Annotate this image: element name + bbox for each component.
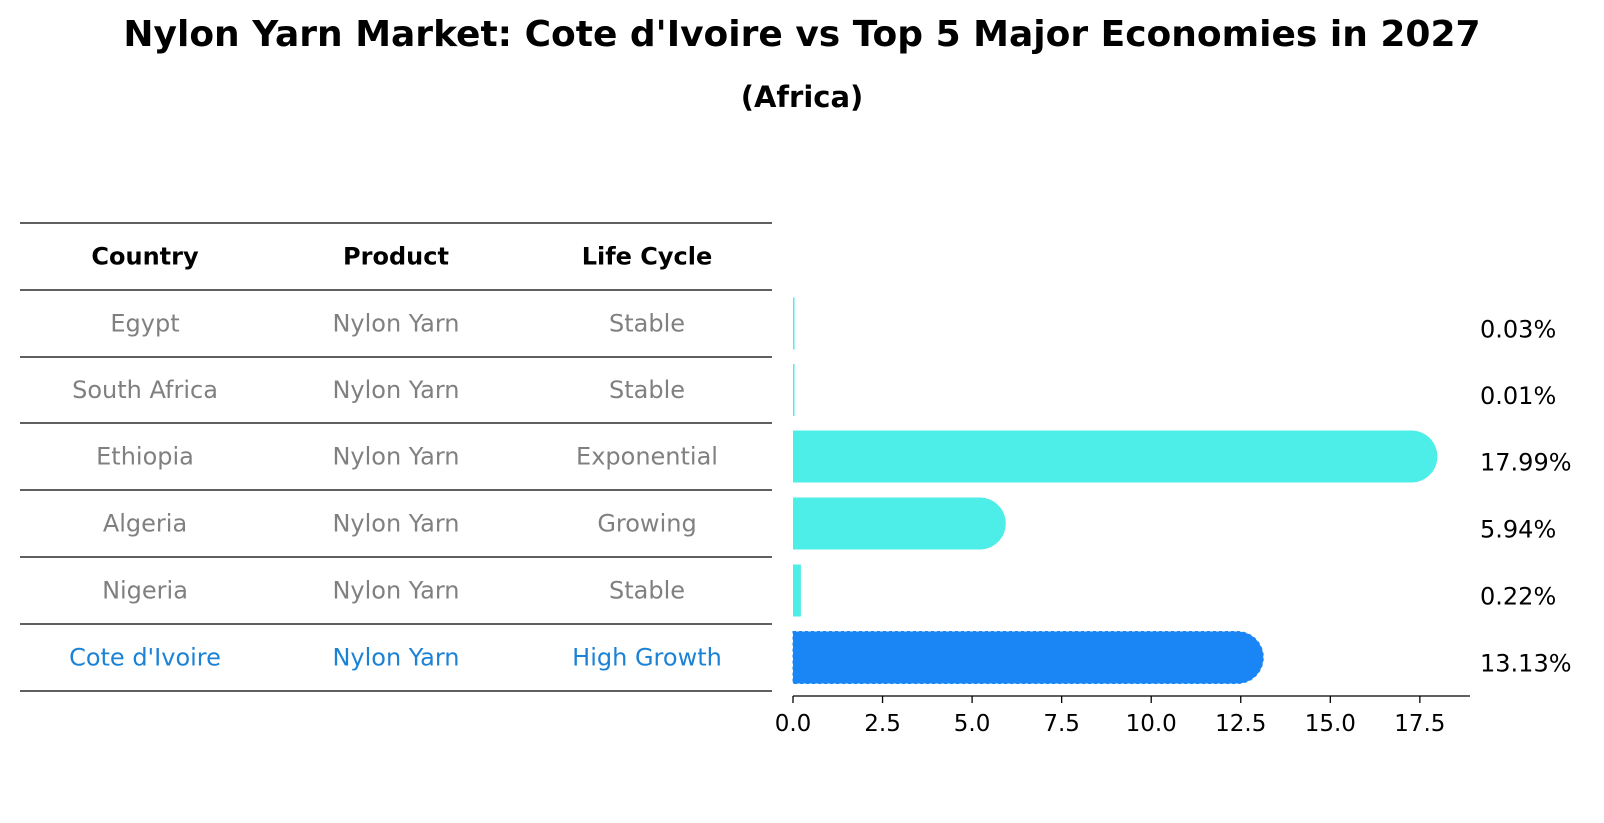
table-header: Life Cycle	[582, 243, 713, 271]
x-tick-label: 0.0	[775, 711, 812, 737]
table-cell: Stable	[609, 577, 685, 605]
bar-value-label: 0.01%	[1480, 382, 1556, 410]
bar-egypt	[793, 297, 795, 350]
table-cell: Stable	[609, 310, 685, 338]
table-cell: Nylon Yarn	[332, 577, 459, 605]
bar-nigeria	[793, 564, 801, 617]
bar-value-label: 5.94%	[1480, 516, 1556, 544]
table-cell: South Africa	[72, 376, 218, 404]
x-tick-label: 15.0	[1305, 711, 1356, 737]
table-cell: Stable	[609, 376, 685, 404]
bar-value-label: 13.13%	[1480, 650, 1572, 678]
table-cell: Nylon Yarn	[332, 376, 459, 404]
bar-value-label: 17.99%	[1480, 449, 1572, 477]
table-cell: Nylon Yarn	[332, 310, 459, 338]
table-cell: Egypt	[110, 310, 179, 338]
x-tick-label: 5.0	[954, 711, 991, 737]
bar-cote-d-ivoire	[792, 631, 1264, 684]
x-tick-label: 2.5	[864, 711, 901, 737]
table-cell: Nigeria	[102, 577, 188, 605]
bar-south-africa	[793, 364, 795, 416]
table-cell: Nylon Yarn	[332, 644, 459, 672]
table-cell: Nylon Yarn	[332, 443, 459, 471]
table-cell: Exponential	[576, 443, 718, 471]
bar-algeria	[793, 497, 1006, 550]
data-table: Country Product Life Cycle Egypt Nylon Yarn S…	[20, 222, 772, 692]
x-tick-label: 17.5	[1394, 711, 1445, 737]
x-tick-label: 7.5	[1043, 711, 1080, 737]
table-cell: High Growth	[572, 644, 722, 672]
table-cell: Nylon Yarn	[332, 510, 459, 538]
table-cell: Cote d'Ivoire	[69, 644, 221, 672]
table-header: Product	[343, 243, 449, 271]
table-header: Country	[91, 243, 199, 271]
table-cell: Growing	[597, 510, 696, 538]
table-cell: Algeria	[103, 510, 187, 538]
bar-ethiopia	[793, 430, 1438, 483]
table-cell: Ethiopia	[96, 443, 194, 471]
bar-value-label: 0.22%	[1480, 583, 1556, 611]
x-tick-label: 10.0	[1126, 711, 1177, 737]
x-tick-label: 12.5	[1215, 711, 1266, 737]
chart-subtitle: (Africa)	[740, 80, 864, 114]
chart-title: Nylon Yarn Market: Cote d'Ivoire vs Top …	[123, 14, 1481, 55]
bar-chart: 0.03% 0.01% 17.99% 5.94% 0.22% 13.13% 0.0 2.5 5.…	[775, 297, 1572, 737]
bar-value-label: 0.03%	[1480, 316, 1556, 344]
